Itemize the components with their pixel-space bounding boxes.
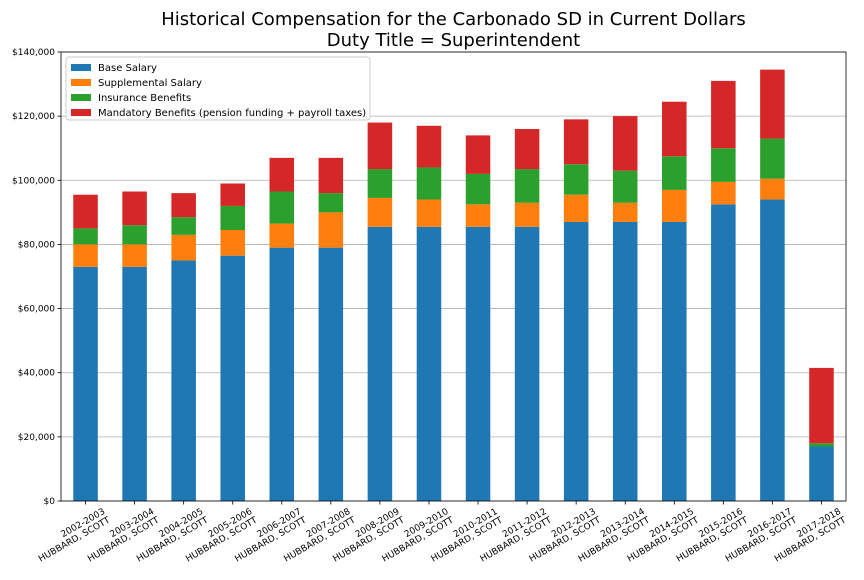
bar-segment	[514, 202, 540, 227]
y-tick-label: $80,000	[18, 240, 55, 250]
bar-segment	[122, 244, 147, 267]
bar-segment	[220, 229, 245, 256]
bar-segment	[465, 226, 491, 501]
bar-segment	[809, 367, 834, 444]
bar-segment	[269, 157, 295, 192]
bar-segment	[220, 183, 245, 206]
bar-segment	[514, 226, 540, 501]
bar-segment	[416, 226, 442, 501]
bar-segment	[367, 122, 393, 170]
bar-segment	[563, 221, 589, 501]
bar-segment	[514, 169, 540, 203]
bar-segment	[514, 128, 540, 170]
y-tick-label: $20,000	[18, 433, 55, 443]
bar-segment	[760, 138, 785, 179]
bar-segment	[711, 181, 736, 205]
bar-segment	[465, 204, 491, 227]
plot-frame	[60, 51, 847, 502]
bar-segment	[612, 170, 638, 203]
y-tick-label: $140,000	[12, 48, 55, 58]
chart-title-line: Duty Title = Superintendent	[327, 30, 580, 51]
bar-segment	[171, 217, 196, 235]
bar-segment	[612, 221, 638, 501]
bar-segment	[711, 148, 736, 182]
bar-segment	[416, 167, 442, 200]
bar-segment	[711, 80, 736, 149]
chart-title-line: Historical Compensation for the Carbonad…	[161, 9, 746, 30]
bar-segment	[563, 119, 589, 165]
bar-segment	[122, 191, 147, 226]
bar-segment	[465, 173, 491, 205]
legend-swatch	[71, 109, 91, 116]
y-tick-label: $0	[44, 497, 56, 507]
bar-segment	[122, 225, 147, 245]
legend-swatch	[71, 79, 91, 86]
bar-segment	[760, 199, 785, 501]
legend-label: Base Salary	[98, 63, 157, 74]
bar-segment	[269, 223, 295, 248]
bar-segment	[367, 197, 393, 227]
bar-segment	[73, 194, 98, 229]
bar-segment	[171, 234, 196, 261]
bar-segment	[662, 101, 687, 157]
bar-segment	[662, 156, 687, 190]
bar-segment	[73, 244, 98, 267]
bar-segment	[760, 69, 785, 139]
bar-segment	[318, 193, 344, 213]
bar-segment	[171, 193, 196, 218]
bar-segment	[809, 446, 834, 501]
bar-segment	[711, 204, 736, 501]
legend-box	[65, 56, 371, 121]
bar-segment	[809, 443, 834, 447]
bar-segment	[662, 221, 687, 501]
bar-segment	[563, 164, 589, 195]
bar-segment	[318, 157, 344, 194]
bar-segment	[416, 125, 442, 168]
bar-segment	[220, 255, 245, 501]
bar-segment	[269, 247, 295, 501]
legend-label: Insurance Benefits	[98, 93, 191, 104]
bar-segment	[318, 247, 344, 501]
bar-segment	[563, 194, 589, 222]
bar-segment	[465, 135, 491, 174]
y-tick-label: $120,000	[12, 112, 55, 122]
bar-segment	[269, 191, 295, 224]
legend-swatch	[71, 64, 91, 71]
bar-segment	[367, 169, 393, 198]
bar-segment	[612, 202, 638, 222]
bar-segment	[662, 189, 687, 222]
bar-segment	[73, 266, 98, 501]
legend-label: Supplemental Salary	[98, 78, 202, 89]
y-tick-label: $100,000	[12, 176, 55, 186]
bar-segment	[318, 212, 344, 248]
bar-segment	[367, 226, 393, 501]
bar-segment	[760, 178, 785, 200]
bar-segment	[171, 260, 196, 501]
bar-segment	[73, 228, 98, 245]
legend-swatch	[71, 94, 91, 101]
bar-segment	[612, 116, 638, 171]
legend-label: Mandatory Benefits (pension funding + pa…	[98, 108, 366, 119]
bar-segment	[416, 199, 442, 227]
bar-segment	[122, 266, 147, 501]
y-tick-label: $60,000	[18, 305, 55, 315]
y-tick-label: $40,000	[18, 369, 55, 379]
bar-segment	[220, 205, 245, 230]
